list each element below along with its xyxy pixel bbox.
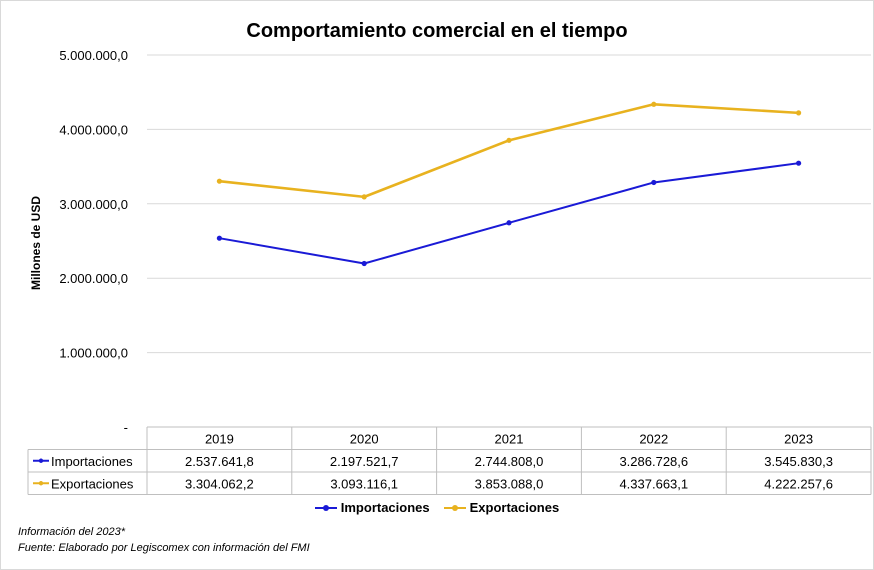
table-series-name: Importaciones <box>51 454 133 469</box>
table-value-cell: 3.853.088,0 <box>475 476 544 491</box>
data-point-importaciones <box>216 235 222 241</box>
table-series-name: Exportaciones <box>51 476 134 491</box>
data-point-importaciones <box>506 220 512 226</box>
legend: Importaciones Exportaciones <box>0 500 874 515</box>
line-chart: - 1.000.000,0 2.000.000,0 3.000.000,0 4.000.… <box>27 48 872 495</box>
data-point-exportaciones <box>796 110 802 116</box>
data-point-exportaciones <box>361 194 367 200</box>
y-tick-label: 2.000.000,0 <box>59 271 128 286</box>
x-category-label: 2022 <box>639 431 668 446</box>
table-legend-key-dot <box>38 481 44 486</box>
data-point-exportaciones <box>651 101 657 107</box>
y-tick-label: - <box>124 420 128 435</box>
x-category-label: 2021 <box>495 431 524 446</box>
data-point-exportaciones <box>216 178 222 184</box>
footnote-info-2023: Información del 2023* <box>18 526 126 538</box>
footnote-source: Fuente: Elaborado por Legiscomex con inf… <box>18 542 310 554</box>
table-value-cell: 4.337.663,1 <box>619 476 688 491</box>
y-tick-label: 1.000.000,0 <box>59 346 128 361</box>
table-value-cell: 4.222.257,6 <box>764 476 833 491</box>
y-tick-label: 3.000.000,0 <box>59 197 128 212</box>
table-value-cell: 2.537.641,8 <box>185 454 254 469</box>
table-legend-key-dot <box>38 458 44 463</box>
data-point-importaciones <box>796 160 802 166</box>
table-value-cell: 2.197.521,7 <box>330 454 399 469</box>
legend-item-exportaciones: Exportaciones <box>443 500 560 515</box>
legend-item-importaciones: Importaciones <box>314 500 430 515</box>
legend-label-importaciones: Importaciones <box>340 500 430 515</box>
table-value-cell: 3.304.062,2 <box>185 476 254 491</box>
legend-key-exportaciones <box>443 503 466 513</box>
x-category-label: 2023 <box>784 431 813 446</box>
series-line-exportaciones <box>219 102 799 199</box>
y-tick-label: 4.000.000,0 <box>59 122 128 137</box>
table-value-cell: 3.093.116,1 <box>330 476 398 491</box>
data-point-importaciones <box>361 260 367 267</box>
x-category-label: 2019 <box>205 431 234 446</box>
y-tick-label: 5.000.000,0 <box>59 48 128 63</box>
data-point-exportaciones <box>506 137 512 143</box>
table-value-cell: 2.744.808,0 <box>475 454 544 469</box>
legend-label-exportaciones: Exportaciones <box>469 500 560 515</box>
legend-key-importaciones <box>314 503 337 513</box>
footnotes: Información del 2023* Fuente: Elaborado … <box>18 524 310 556</box>
x-category-label: 2020 <box>350 431 379 446</box>
data-point-importaciones <box>651 179 657 186</box>
chart-title: Comportamiento comercial en el tiempo <box>246 20 628 42</box>
table-value-cell: 3.545.830,3 <box>764 454 833 469</box>
series-line-importaciones <box>219 162 799 265</box>
table-value-cell: 3.286.728,6 <box>619 454 688 469</box>
